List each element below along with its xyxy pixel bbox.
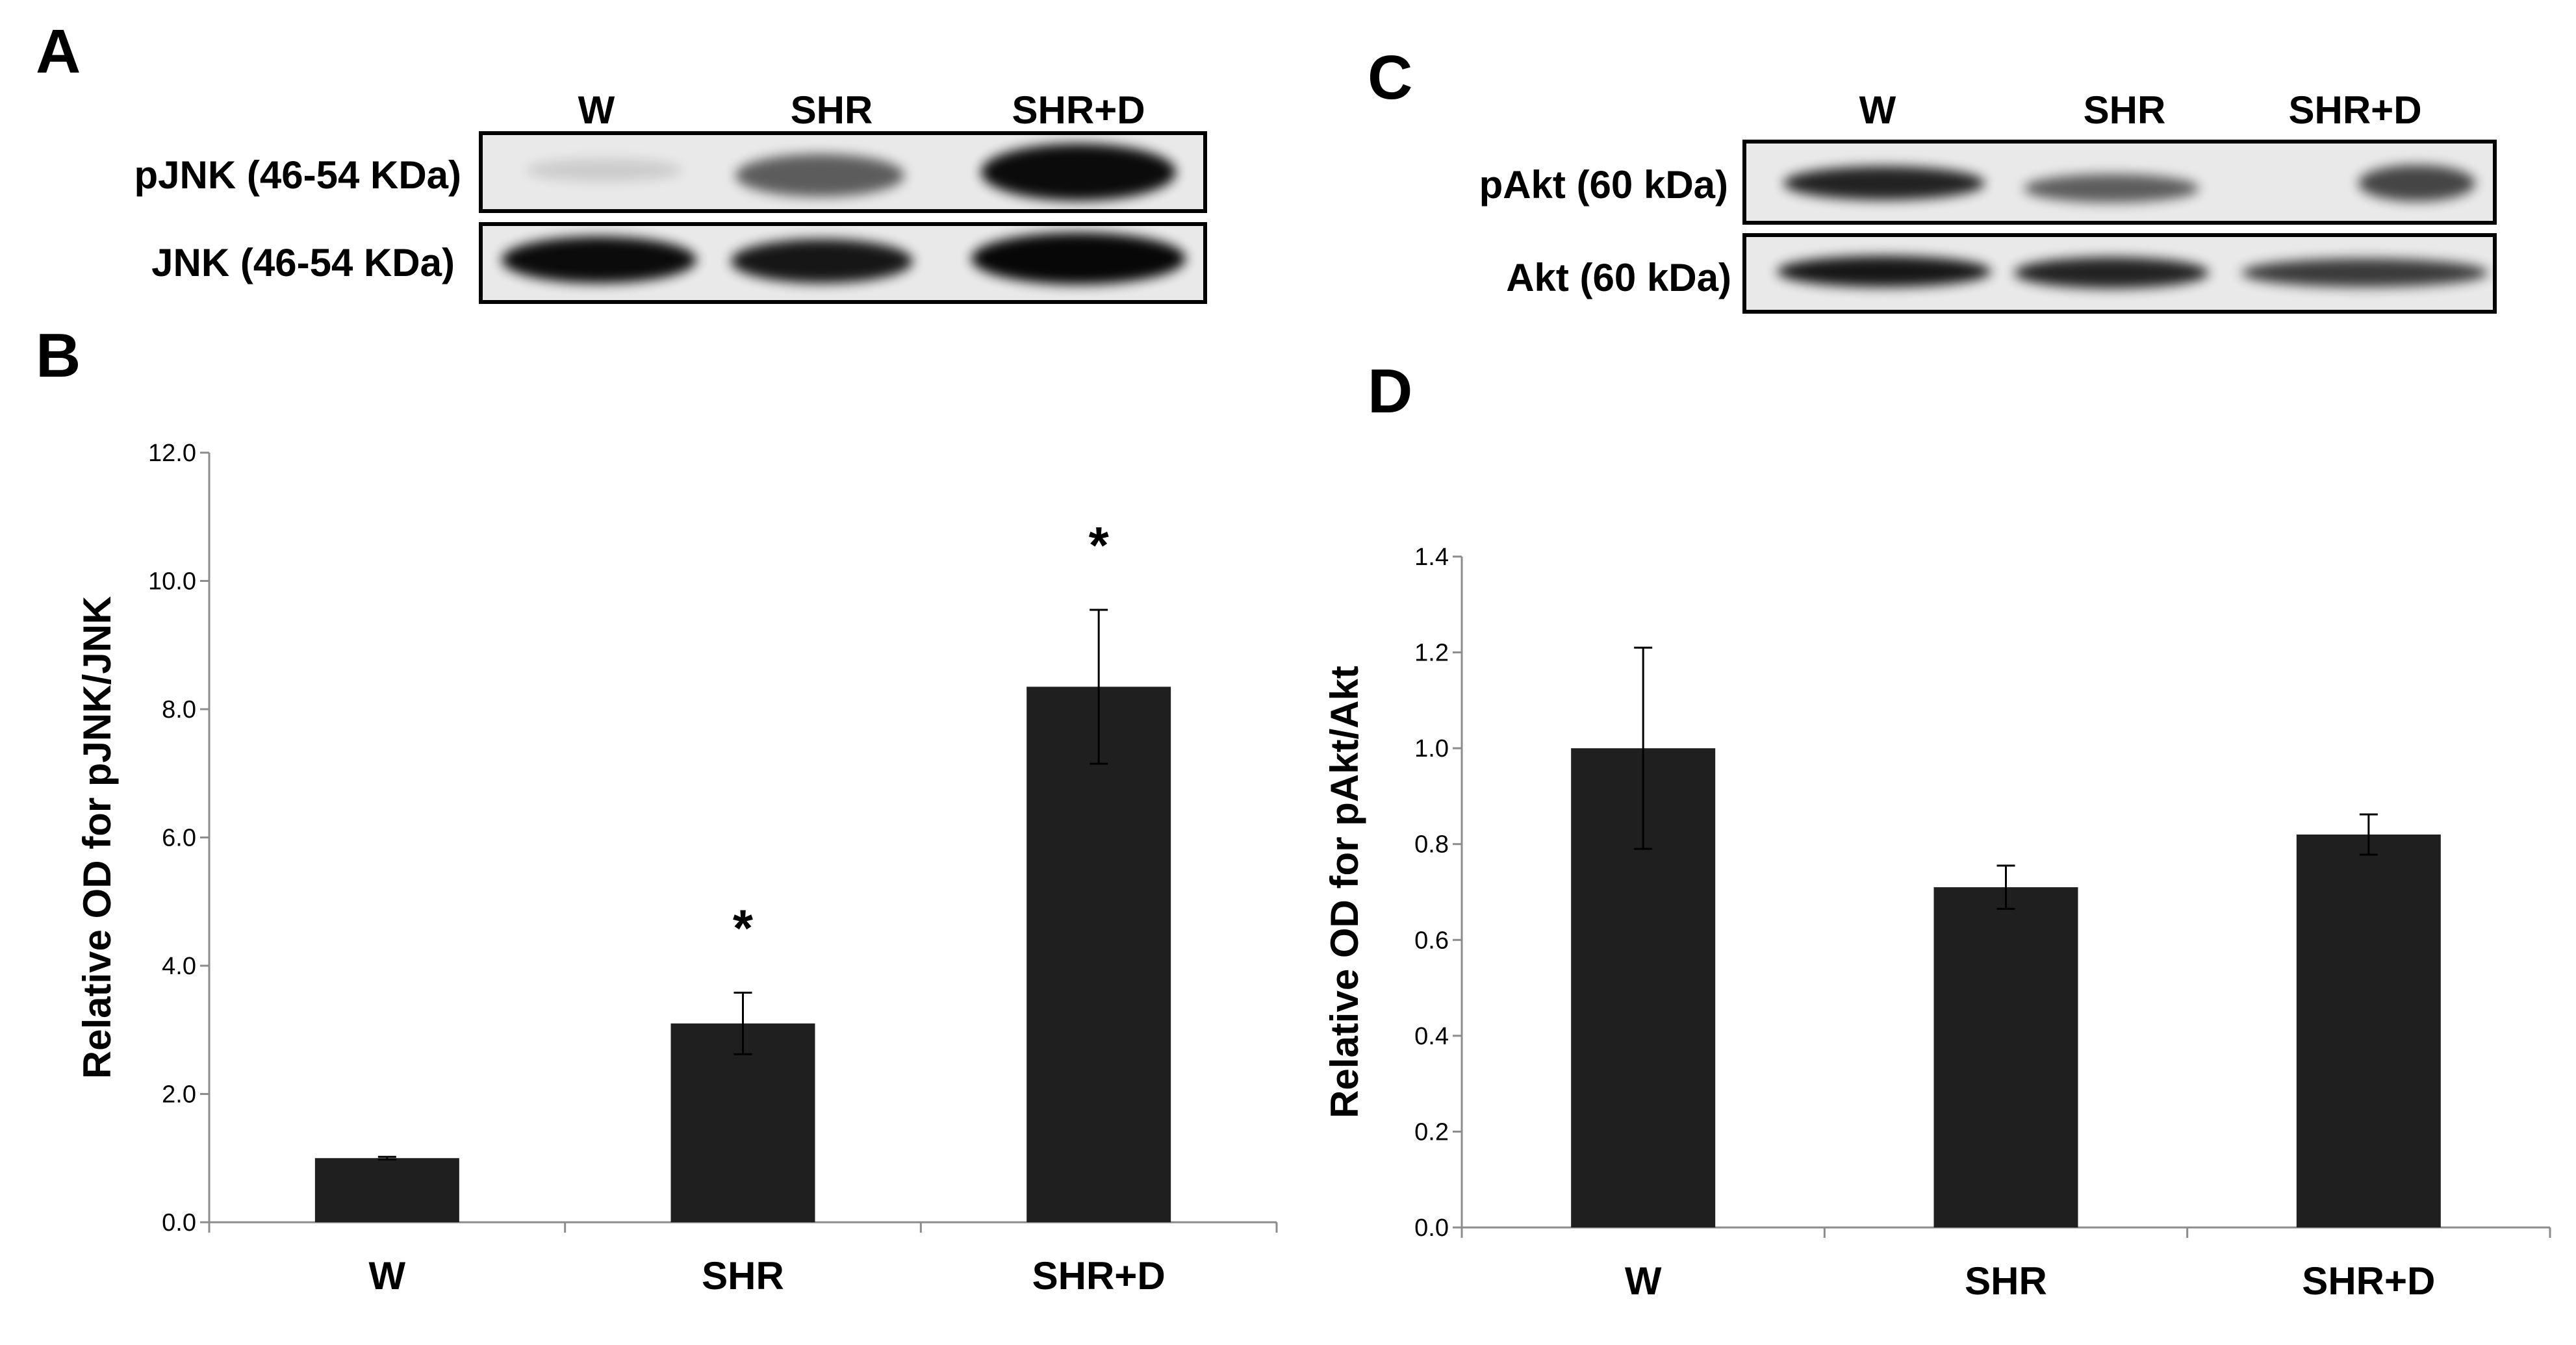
band-pakt-w [1783,166,1985,200]
band-pjnk-w [526,158,682,182]
y-tick-label: 4.0 [162,953,196,980]
y-tick-label: 0.2 [1414,1118,1449,1146]
x-category-label-w: W [369,1254,406,1298]
blot-panel-c: W SHR SHR+D pAkt (60 kDa) Akt (60 kDa) [1479,88,2497,314]
panel-letter-a: A [36,17,81,86]
band-akt-w [1777,256,1991,287]
band-pjnk-shr-d [981,144,1176,201]
lane-label-shr: SHR [791,88,873,132]
bar-chart-pjnk: 0.0 2.0 4.0 6.0 8.0 10.0 12.0 W SHR * SHR+D * Relati… [75,440,1278,1298]
y-tick-label: 0.4 [1414,1023,1449,1050]
x-category-label-w: W [1625,1259,1662,1303]
x-category-label-shr: SHR [702,1254,784,1298]
band-jnk-shr [731,239,913,283]
bar-chart-pakt: 0.0 0.2 0.4 0.6 0.8 1.0 1.2 1.4 W SHR SHR+D Relativ… [1323,544,2551,1303]
y-axis-title: Relative OD for pJNK/JNK [75,596,119,1079]
y-tick-label: 8.0 [162,696,196,723]
y-tick-label: 10.0 [148,568,196,596]
x-category-label-shr: SHR [1965,1259,2047,1303]
y-tick-label: 2.0 [162,1081,196,1109]
band-akt-shr [2014,257,2209,288]
panel-letter-d: D [1368,357,1412,426]
y-axis-title: Relative OD for pAkt/Akt [1323,666,1366,1118]
y-tick-label: 0.0 [1414,1214,1449,1242]
bar-w [314,1158,459,1222]
bar-shr-d [2296,834,2441,1227]
y-tick-label: 0.8 [1414,831,1449,859]
band-akt-shr-d [2241,258,2488,287]
significance-marker-shr: * [733,899,754,957]
panel-letter-c: C [1368,43,1412,112]
lane-label-w: W [578,88,615,132]
blot-strip-pjnk [479,131,1207,213]
blot-strip-akt [1742,233,2497,314]
y-tick-label: 0.6 [1414,927,1449,954]
x-category-label-shr-d: SHR+D [2302,1259,2435,1303]
y-tick-label: 6.0 [162,825,196,852]
band-pakt-shr [2024,174,2199,203]
blot-label-akt: Akt (60 kDa) [1506,256,1731,299]
lane-label-shr-d: SHR+D [1012,88,1145,132]
band-jnk-w [502,236,696,283]
band-pakt-shr-d [2358,165,2475,201]
y-tick-label: 1.4 [1414,544,1449,571]
blot-label-pjnk: pJNK (46-54 KDa) [134,153,461,197]
significance-marker-shr-d: * [1089,516,1110,574]
x-category-label-shr-d: SHR+D [1032,1254,1166,1298]
lane-label-shr-c: SHR [2084,88,2166,132]
bar-shr-d [1027,686,1171,1222]
bar-shr [1933,887,2078,1227]
panel-letter-b: B [36,321,81,390]
blot-label-jnk: JNK (46-54 KDa) [151,241,455,284]
y-tick-label: 1.0 [1414,735,1449,762]
lane-label-shr-d-c: SHR+D [2288,88,2421,132]
blot-label-pakt: pAkt (60 kDa) [1479,163,1728,207]
y-tick-label: 1.2 [1414,640,1449,667]
y-tick-label: 0.0 [162,1209,196,1237]
lane-label-w-c: W [1859,88,1896,132]
band-jnk-shr-d [971,233,1186,284]
blot-strip-jnk [479,222,1207,304]
bar-shr [670,1023,815,1222]
y-tick-label: 12.0 [148,440,196,467]
band-pjnk-shr [735,154,904,197]
blot-strip-pakt [1742,140,2497,225]
blot-panel-a: W SHR SHR+D pJNK (46-54 KDa) JNK (46-54 … [134,88,1207,304]
